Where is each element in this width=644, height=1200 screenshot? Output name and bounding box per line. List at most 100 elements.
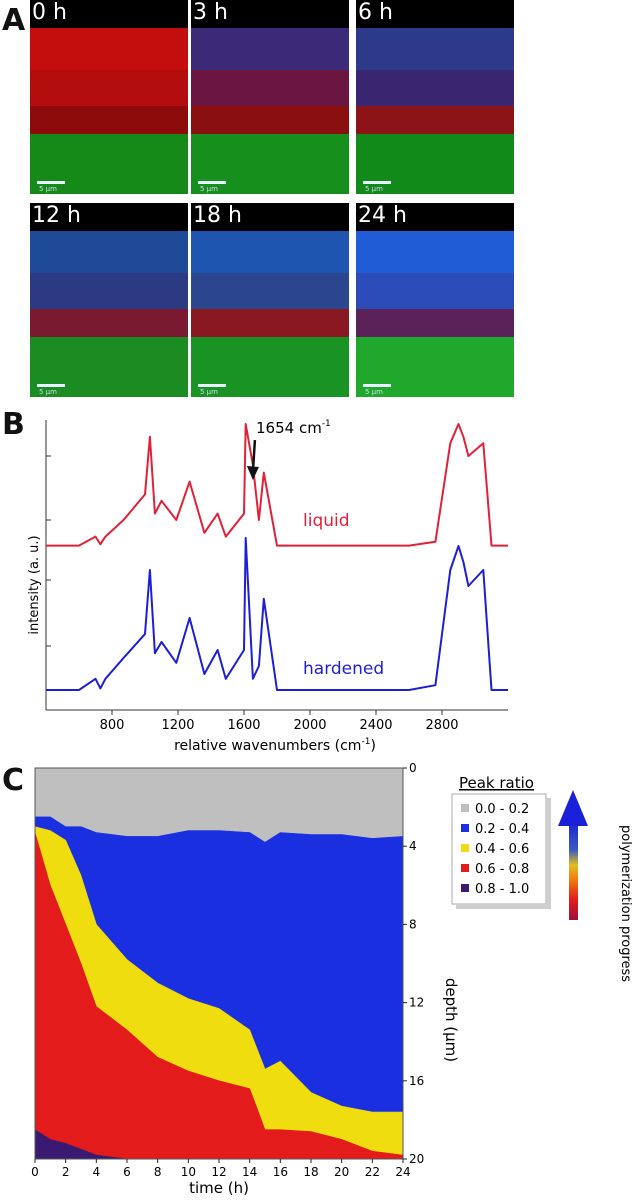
legend-swatch [461, 884, 469, 892]
x-tick-label: 0 [31, 1165, 39, 1179]
layer-band [356, 309, 514, 337]
x-tick-label: 12 [211, 1165, 226, 1179]
layer-band [356, 231, 514, 273]
peak-annotation: 1654 cm-1 [256, 419, 331, 437]
legend-swatch [461, 844, 469, 852]
x-axis-label: time (h) [189, 1179, 249, 1197]
layer-band [191, 0, 349, 28]
x-tick-label: 1200 [161, 718, 194, 733]
timepoint-label: 24 h [358, 203, 407, 228]
x-tick-label: 10 [181, 1165, 196, 1179]
layer-band [356, 273, 514, 309]
raman-spectra-chart: 800 1200 1600 2000 2400 2800 intensity (a. u.… [27, 419, 508, 754]
panel-letter-c: C [2, 763, 25, 798]
layer-band [356, 337, 514, 397]
scale-bar [363, 181, 391, 184]
scale-bar-label: 5 µm [365, 388, 383, 396]
layer-band [191, 309, 349, 337]
y-tick-label: 20 [409, 1152, 424, 1166]
layer-band [30, 337, 188, 397]
micrograph-tile: 3 h 5 µm [191, 0, 349, 194]
scale-bar [198, 384, 226, 387]
timepoint-label: 3 h [193, 0, 228, 25]
legend-swatch [461, 864, 469, 872]
timepoint-label: 0 h [32, 0, 67, 25]
layer-band [356, 0, 514, 28]
progress-arrow-head [558, 790, 588, 826]
x-tick-label: 4 [93, 1165, 101, 1179]
legend-label: 0.2 - 0.4 [475, 822, 529, 837]
x-tick-label: 14 [242, 1165, 257, 1179]
layer-band [30, 273, 188, 309]
legend-shadow [456, 904, 551, 909]
x-tick-label: 22 [365, 1165, 380, 1179]
scale-bar [37, 181, 65, 184]
y-axis-label: depth (µm) [442, 978, 460, 1062]
x-tick-label: 2000 [293, 718, 326, 733]
y-tick-label: 16 [409, 1074, 424, 1088]
y-tick-label: 0 [409, 761, 417, 775]
x-tick-label: 24 [395, 1165, 410, 1179]
spectrum-line-hardened [46, 537, 508, 691]
scale-bar-label: 5 µm [200, 388, 218, 396]
y-axis-label: intensity (a. u.) [27, 535, 42, 634]
legend-label: 0.6 - 0.8 [475, 862, 529, 877]
legend-title: Peak ratio [459, 774, 534, 792]
x-tick-label: 8 [154, 1165, 162, 1179]
layer-band [191, 106, 349, 134]
layer-band [191, 28, 349, 70]
layer-band [30, 309, 188, 337]
hardened-label: hardened [303, 659, 384, 679]
liquid-label: liquid [303, 511, 350, 531]
panel-letter-b: B [2, 407, 25, 442]
panel-letter-a: A [2, 3, 26, 38]
layer-band [30, 134, 188, 194]
scale-bar [198, 181, 226, 184]
y-tick-label: 4 [409, 839, 417, 853]
layer-band [30, 203, 188, 231]
arrow-label: polymerization progress [618, 825, 633, 982]
x-tick-label: 16 [273, 1165, 288, 1179]
spectrum-line-liquid [46, 423, 508, 547]
layer-band [30, 28, 188, 70]
scale-bar [363, 384, 391, 387]
layer-band [191, 134, 349, 194]
legend-label: 0.4 - 0.6 [475, 842, 529, 857]
x-tick-label: 6 [123, 1165, 131, 1179]
layer-band [30, 106, 188, 134]
scale-bar [37, 384, 65, 387]
timepoint-label: 12 h [32, 203, 81, 228]
legend-shadow [546, 798, 551, 908]
timepoint-label: 18 h [193, 203, 242, 228]
annotation-arrowhead [246, 466, 259, 480]
scale-bar-label: 5 µm [39, 388, 57, 396]
x-tick-label: 2 [62, 1165, 70, 1179]
layer-band [356, 106, 514, 134]
layer-band [30, 231, 188, 273]
scale-bar-label: 5 µm [39, 185, 57, 193]
layer-band [30, 0, 188, 28]
micrograph-tile: 0 h 5 µm [30, 0, 188, 194]
x-axis-label: relative wavenumbers (cm-1) [174, 737, 376, 754]
layer-band [191, 231, 349, 273]
layer-band [356, 203, 514, 231]
layer-band [30, 70, 188, 106]
timepoint-label: 6 h [358, 0, 393, 25]
x-tick-label: 18 [303, 1165, 318, 1179]
layer-band [191, 337, 349, 397]
y-tick-label: 8 [409, 917, 417, 931]
micrograph-tile: 12 h 5 µm [30, 203, 188, 397]
legend-label: 0.8 - 1.0 [475, 882, 529, 897]
micrograph-tile: 24 h 5 µm [356, 203, 514, 397]
legend-swatch [461, 824, 469, 832]
legend-label: 0.0 - 0.2 [475, 802, 529, 817]
micrograph-tile: 6 h 5 µm [356, 0, 514, 194]
x-tick-label: 2400 [359, 718, 392, 733]
x-tick-label: 2800 [425, 718, 458, 733]
layer-band [191, 203, 349, 231]
layer-band [191, 273, 349, 309]
scale-bar-label: 5 µm [365, 185, 383, 193]
legend-swatch [461, 804, 469, 812]
layer-band [191, 70, 349, 106]
